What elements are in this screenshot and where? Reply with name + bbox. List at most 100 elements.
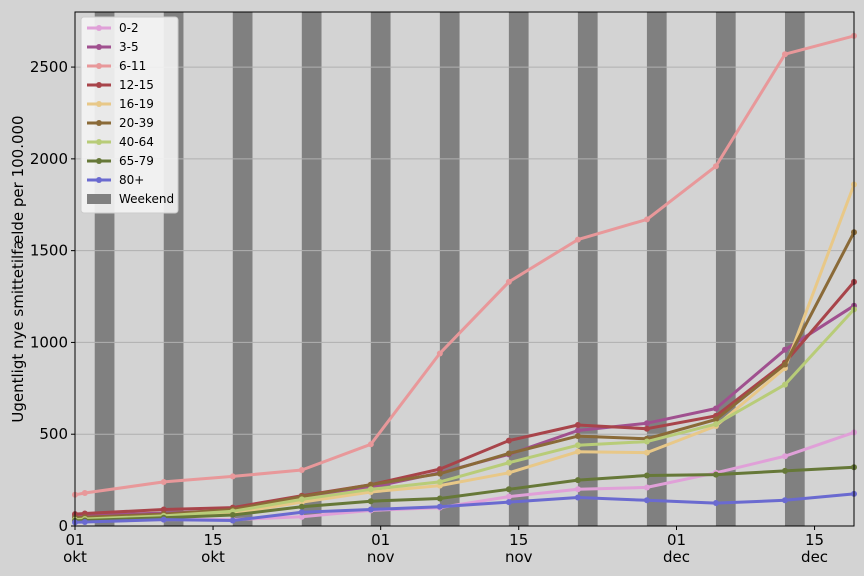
- data-point: [574, 477, 581, 484]
- data-point: [643, 497, 650, 504]
- data-point: [505, 493, 512, 500]
- legend-marker: [96, 177, 102, 183]
- data-point: [643, 449, 650, 456]
- data-point: [367, 481, 374, 488]
- series-80+: [72, 490, 857, 526]
- legend-marker: [96, 120, 102, 126]
- weekend-band: [646, 12, 667, 526]
- x-tick-label-month: dec: [663, 548, 690, 566]
- data-point: [505, 278, 512, 285]
- data-point: [712, 500, 719, 507]
- legend-label: 3-5: [119, 40, 139, 54]
- legend-label: 12-15: [119, 78, 154, 92]
- legend-marker: [96, 158, 102, 164]
- y-tick-label: 2500: [30, 58, 68, 76]
- weekend-band: [439, 12, 460, 526]
- y-tick-label: 1500: [30, 242, 68, 260]
- data-point: [436, 495, 443, 502]
- x-tick-label-month: dec: [801, 548, 828, 566]
- legend-marker: [96, 139, 102, 145]
- data-point: [436, 470, 443, 477]
- data-point: [574, 422, 581, 429]
- weekend-band: [301, 12, 322, 526]
- x-tick-label-month: nov: [367, 548, 395, 566]
- legend-marker: [96, 82, 102, 88]
- x-tick-label-month: okt: [63, 548, 87, 566]
- data-point: [712, 421, 719, 428]
- legend-label: 65-79: [119, 154, 154, 168]
- data-point: [298, 509, 305, 516]
- data-point: [643, 425, 650, 432]
- y-tick-label: 500: [39, 425, 68, 443]
- data-point: [712, 471, 719, 478]
- data-point: [298, 503, 305, 510]
- data-point: [574, 236, 581, 243]
- data-point: [229, 517, 236, 524]
- axes: 0500100015002000250001okt15okt01nov15nov…: [30, 58, 828, 566]
- data-point: [436, 478, 443, 485]
- legend-label: 0-2: [119, 21, 139, 35]
- legend-entry-6-11: 6-11: [87, 59, 146, 73]
- data-point: [367, 506, 374, 513]
- data-point: [781, 453, 788, 460]
- legend-marker: [96, 63, 102, 69]
- data-point: [298, 467, 305, 474]
- data-point: [643, 438, 650, 445]
- data-point: [574, 427, 581, 434]
- data-point: [781, 346, 788, 353]
- y-axis-label: Ugentligt nye smittetilfælde per 100.000: [9, 115, 27, 422]
- weekend-band: [784, 12, 805, 526]
- data-point: [712, 163, 719, 170]
- x-tick-label-day: 01: [667, 531, 686, 549]
- data-point: [712, 416, 719, 423]
- data-point: [367, 498, 374, 505]
- data-point: [436, 350, 443, 357]
- data-point: [574, 448, 581, 455]
- legend-marker: [96, 101, 102, 107]
- data-point: [505, 437, 512, 444]
- data-point: [505, 469, 512, 476]
- x-tick-label-day: 15: [805, 531, 824, 549]
- legend-entry-16-19: 16-19: [87, 97, 154, 111]
- data-point: [643, 472, 650, 479]
- data-point: [436, 466, 443, 473]
- legend-label: 80+: [119, 173, 144, 187]
- weekend-band: [508, 12, 529, 526]
- data-point: [574, 494, 581, 501]
- legend-label: 16-19: [119, 97, 154, 111]
- data-point: [574, 433, 581, 440]
- weekend-band: [577, 12, 598, 526]
- y-tick-label: 2000: [30, 150, 68, 168]
- x-tick-label-day: 01: [65, 531, 84, 549]
- x-tick-label-day: 15: [509, 531, 528, 549]
- legend-label: 20-39: [119, 116, 154, 130]
- data-point: [574, 442, 581, 449]
- data-point: [643, 216, 650, 223]
- legend-entry-40-64: 40-64: [87, 135, 154, 149]
- data-point: [643, 420, 650, 427]
- gridlines: [75, 66, 854, 435]
- data-point: [160, 478, 167, 485]
- data-point: [160, 506, 167, 513]
- data-point: [781, 361, 788, 368]
- data-point: [505, 499, 512, 506]
- plot-frame: [74, 11, 855, 527]
- x-tick-label-month: okt: [201, 548, 225, 566]
- data-point: [81, 518, 88, 525]
- y-tick-label: 0: [58, 517, 68, 535]
- legend-marker: [96, 44, 102, 50]
- data-point: [712, 405, 719, 412]
- weekend-band: [715, 12, 736, 526]
- legend-entry-3-5: 3-5: [87, 40, 139, 54]
- data-point: [298, 513, 305, 520]
- legend-marker: [96, 25, 102, 31]
- data-point: [781, 467, 788, 474]
- x-tick-label-day: 01: [371, 531, 390, 549]
- weekend-band: [370, 12, 391, 526]
- legend-label: 40-64: [119, 135, 154, 149]
- legend-swatch: [87, 194, 111, 204]
- series-6-11: [72, 32, 857, 498]
- data-point: [643, 484, 650, 491]
- plot-area: [75, 12, 854, 526]
- data-point: [505, 459, 512, 466]
